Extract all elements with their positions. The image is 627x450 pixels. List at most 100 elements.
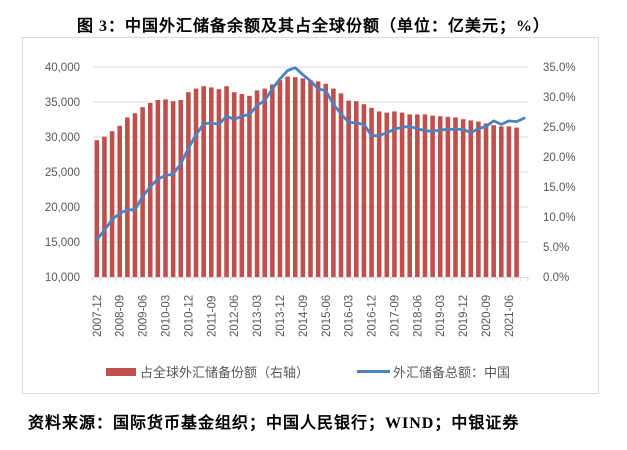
x-axis-tick-label: 2013-03 [252, 295, 264, 337]
bar [292, 77, 298, 277]
reserves-line [95, 66, 526, 242]
bar [422, 114, 428, 278]
axes: 10,000 15,000 20,000 25,000 30,000 35,000 40,0… [45, 62, 576, 337]
right-axis-tick-label: 30.0% [543, 92, 576, 104]
bar [430, 115, 435, 277]
right-axis-tick-label: 35.0% [543, 62, 576, 74]
x-axis-tick-label: 2016-03 [344, 295, 356, 337]
x-axis-tick-label: 2014-09 [298, 295, 310, 337]
bar [140, 107, 145, 277]
x-axis-tick-label: 2013-12 [275, 295, 287, 337]
x-axis-tick-label: 2017-09 [389, 295, 401, 337]
x-axis-tick-label: 2007-12 [92, 295, 104, 337]
bar [193, 88, 199, 277]
bar [369, 107, 374, 277]
x-axis-tick-label: 2019-12 [458, 295, 470, 337]
source-note: 资料来源：国际货币基金组织；中国人民银行；WIND；中银证券 [28, 415, 520, 432]
bar [331, 88, 336, 277]
bar [361, 104, 367, 277]
bar [384, 112, 390, 277]
bar [476, 121, 481, 277]
bar [300, 78, 306, 278]
bar [415, 114, 420, 278]
bar [353, 101, 359, 277]
bar [254, 90, 260, 278]
bar-series [94, 76, 519, 278]
right-axis-tick-label: 10.0% [543, 212, 576, 224]
legend-label-share: 占全球外汇储备份额（右轴） [140, 365, 310, 380]
bar [491, 125, 496, 277]
left-axis-tick-label: 20,000 [45, 202, 80, 214]
x-axis-tick-label: 2011-09 [206, 296, 218, 337]
x-axis-tick-label: 2012-06 [229, 295, 241, 337]
bar [506, 126, 512, 278]
bar [376, 111, 382, 278]
bar [132, 113, 138, 277]
right-axis-tick-label: 5.0% [543, 242, 569, 254]
chart-frame [22, 37, 599, 394]
right-axis-tick-label: 20.0% [543, 152, 576, 164]
right-axis-tick-label: 25.0% [543, 122, 576, 134]
bar [247, 95, 252, 277]
bar [178, 100, 184, 277]
bar [453, 117, 458, 278]
legend-label-reserves: 外汇储备总额：中国 [393, 365, 511, 380]
x-axis-tick-label: 2021-06 [504, 295, 516, 337]
bar [445, 116, 451, 277]
left-axis-tick-label: 25,000 [45, 167, 80, 179]
bar [270, 84, 275, 278]
x-axis-tick-label: 2020-09 [481, 295, 493, 337]
x-axis-tick-label: 2010-03 [161, 295, 173, 337]
x-axis-tick-label: 2009-06 [138, 295, 150, 337]
bar [208, 87, 214, 278]
right-axis-tick-label: 15.0% [543, 182, 576, 194]
bar [262, 88, 268, 277]
bar [277, 80, 283, 277]
bar [201, 86, 206, 277]
bar [170, 101, 176, 277]
legend-item-reserves: 外汇储备总额：中国 [357, 362, 510, 381]
bar [308, 80, 313, 277]
bar [109, 131, 115, 277]
left-axis-tick-label: 15,000 [45, 237, 80, 249]
bar [498, 126, 504, 278]
bar [285, 76, 290, 277]
bar [407, 114, 413, 278]
left-axis-tick-label: 10,000 [45, 272, 80, 284]
left-axis-tick-label: 40,000 [45, 62, 80, 74]
bar [483, 123, 489, 278]
legend-item-share: 占全球外汇储备份额（右轴） [106, 362, 309, 381]
line-series [95, 66, 526, 242]
bar [102, 136, 107, 277]
x-axis-tick-label: 2008-09 [115, 295, 127, 337]
left-axis-tick-label: 30,000 [45, 132, 80, 144]
legend: 占全球外汇储备份额（右轴） 外汇储备总额：中国 [0, 362, 627, 382]
bar [468, 120, 474, 278]
bar [117, 125, 123, 277]
bar [94, 140, 100, 277]
bar [125, 117, 130, 278]
bar [147, 103, 153, 277]
x-axis-tick-label: 2016-12 [367, 295, 379, 337]
bar [338, 93, 344, 278]
bar [323, 83, 329, 277]
left-axis-tick-label: 35,000 [45, 97, 80, 109]
bar [231, 92, 237, 277]
bar [163, 99, 168, 278]
legend-line-swatch [357, 370, 390, 373]
x-axis-tick-label: 2010-12 [183, 295, 195, 337]
bar [224, 86, 229, 277]
bar [216, 89, 222, 277]
bar [437, 116, 443, 277]
legend-bar-swatch [106, 367, 136, 376]
bar [392, 111, 397, 278]
x-axis-tick-label: 2019-03 [435, 295, 447, 337]
bar [346, 100, 351, 277]
right-axis-tick-label: 0.0% [543, 272, 569, 284]
bar [514, 127, 519, 277]
bar [399, 112, 405, 277]
bar [186, 92, 191, 277]
bar [155, 100, 161, 277]
x-axis-tick-label: 2015-06 [321, 295, 333, 337]
